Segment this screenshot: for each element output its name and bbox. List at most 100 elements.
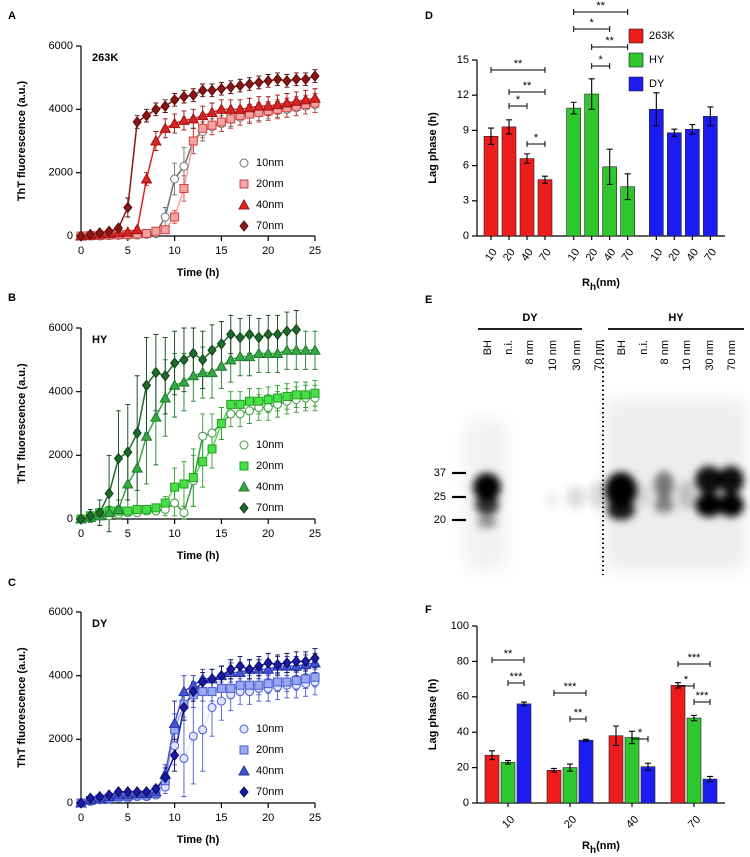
y-tick-label: 4000 (49, 386, 73, 398)
marker (216, 338, 227, 350)
band (695, 493, 723, 517)
marker (169, 357, 180, 369)
marker (198, 457, 208, 467)
band (654, 497, 674, 513)
significance-label: ** (514, 58, 523, 70)
x-tick-label: 40 (602, 247, 619, 264)
bar (537, 179, 553, 237)
marker (179, 701, 189, 714)
marker (244, 396, 254, 406)
marker (262, 663, 275, 674)
error-bar (583, 738, 589, 742)
legend-label: 10nm (256, 439, 284, 451)
lane-label: n.i. (503, 340, 515, 355)
marker (206, 366, 218, 378)
band (473, 473, 501, 501)
lane-label: 8 nm (659, 340, 671, 364)
significance-bracket (553, 690, 587, 696)
x-tick-label: 10 (168, 812, 180, 824)
marker (103, 506, 115, 518)
marker (226, 663, 236, 676)
marker (263, 395, 273, 405)
marker (168, 717, 181, 728)
marker (104, 225, 114, 238)
marker (263, 403, 273, 413)
marker (196, 366, 209, 378)
marker (187, 369, 200, 381)
band (544, 490, 560, 510)
significance-label: * (638, 727, 643, 739)
significance-bracket (569, 716, 587, 722)
significance-label: *** (688, 652, 702, 664)
marker (243, 350, 256, 362)
legend-item: 40nm (238, 199, 284, 211)
band (695, 466, 723, 494)
y-tick-label: 9 (463, 124, 469, 136)
marker (310, 388, 320, 398)
band (634, 483, 650, 507)
marker (140, 172, 153, 184)
x-tick-label: 10 (566, 247, 583, 264)
significance-bracket (526, 141, 546, 147)
marker (300, 73, 311, 86)
series-line (81, 103, 316, 237)
marker (187, 112, 200, 124)
legend-label: HY (649, 54, 665, 66)
marker (216, 82, 227, 95)
x-tick-label: 20 (501, 247, 518, 264)
band (477, 516, 497, 528)
panel-label: C (8, 577, 16, 589)
marker (132, 786, 142, 798)
marker (271, 98, 284, 110)
marker (159, 392, 172, 403)
marker (95, 227, 105, 239)
y-tick-label: 6 (463, 160, 469, 172)
legend-item: 10nm (239, 439, 284, 451)
marker (207, 444, 217, 454)
x-tick-label: 25 (309, 812, 321, 824)
marker (235, 399, 245, 409)
marker (160, 498, 170, 508)
blot-image (455, 340, 746, 575)
marker (262, 100, 275, 111)
x-axis-label-sub: h (590, 282, 596, 293)
marker (142, 504, 152, 514)
marker (95, 506, 105, 519)
error-bar (505, 759, 511, 765)
marker (215, 360, 228, 371)
x-tick-label: 10 (168, 528, 180, 540)
marker (85, 792, 96, 805)
marker (121, 477, 134, 489)
significance-label: ** (523, 80, 532, 92)
marker (239, 461, 249, 471)
marker (169, 94, 180, 106)
marker (207, 673, 217, 685)
x-axis-label-sub: h (590, 845, 596, 856)
y-tick-label: 4000 (49, 103, 73, 115)
legend-label: 10nm (256, 157, 284, 169)
significance-bracket (573, 9, 629, 15)
significance-label: * (684, 674, 689, 686)
marker (179, 90, 189, 103)
marker (188, 473, 198, 483)
legend-label: 70nm (256, 786, 284, 798)
marker (198, 687, 208, 697)
legend-item: 70nm (239, 502, 284, 514)
marker (254, 680, 264, 690)
marker (299, 93, 312, 105)
marker (198, 84, 208, 97)
bar (483, 135, 499, 237)
bar (702, 778, 718, 804)
mw-marker-label: 20 (434, 514, 446, 526)
marker (85, 510, 96, 522)
bar (640, 766, 656, 804)
legend-label: DY (649, 78, 665, 90)
band (566, 485, 586, 509)
y-tick-label: 6000 (49, 322, 73, 334)
y-tick-label: 2000 (49, 449, 73, 461)
marker (207, 687, 217, 697)
marker (272, 73, 283, 86)
marker (290, 95, 303, 106)
marker (282, 325, 292, 337)
